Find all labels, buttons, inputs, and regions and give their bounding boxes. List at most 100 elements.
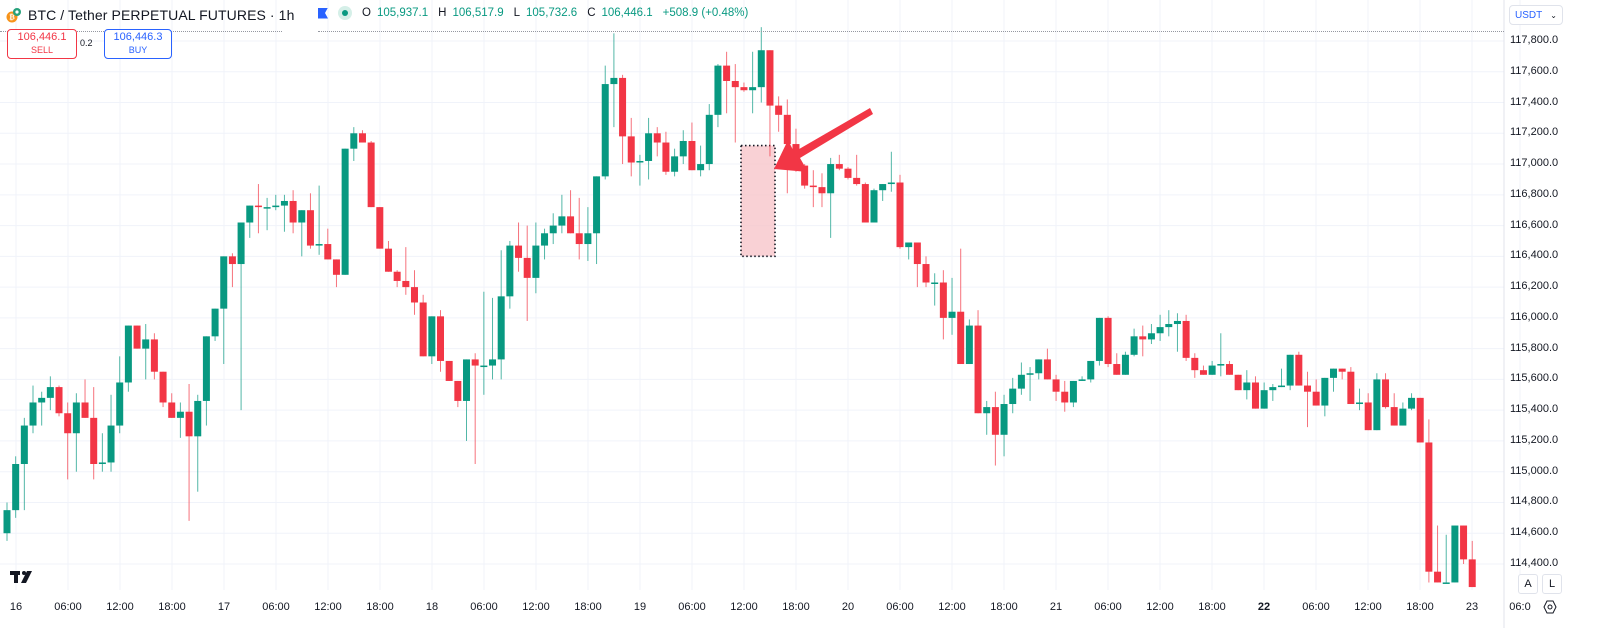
candle-body	[1373, 379, 1381, 431]
candle-body	[480, 365, 488, 368]
high-value: 106,517.9	[452, 7, 504, 19]
candle-body	[506, 245, 514, 297]
candle-body	[254, 205, 262, 208]
candle-body	[584, 233, 592, 245]
candle-body	[1069, 380, 1077, 403]
low-value: 105,732.6	[526, 7, 578, 19]
candle-body	[289, 200, 297, 223]
candle-body	[272, 205, 280, 208]
sell-button[interactable]: 106,446.1 SELL	[7, 29, 77, 59]
time-tick-label: 18:00	[366, 601, 394, 613]
close-value: 106,446.1	[601, 7, 653, 19]
candle-body	[81, 402, 89, 418]
time-tick-label: 17	[217, 601, 231, 613]
time-tick-label: 20	[841, 601, 855, 613]
highlight-box[interactable]	[740, 144, 776, 258]
candle-body	[211, 308, 219, 337]
candle-body	[376, 207, 384, 249]
candle-body	[55, 387, 63, 414]
currency-select[interactable]: USDT ⌄	[1509, 5, 1563, 25]
candle-body	[98, 462, 106, 465]
flag-icon[interactable]	[318, 7, 328, 19]
high-label: H	[438, 7, 447, 19]
price-tick-label: 116,200.0	[1510, 280, 1559, 293]
auto-scale-button[interactable]: A	[1518, 574, 1538, 594]
candle-body	[142, 339, 150, 349]
candle-body	[489, 359, 497, 366]
candle-body	[1061, 391, 1069, 403]
price-tick-label: 115,200.0	[1510, 433, 1559, 446]
candle-body	[168, 402, 176, 418]
candle-body	[879, 184, 887, 191]
settings-gear-icon[interactable]	[1542, 599, 1558, 615]
candle-body	[133, 325, 141, 349]
candle-body	[1390, 407, 1398, 426]
candle-body	[731, 80, 739, 88]
candle-body	[107, 425, 115, 463]
candle-body	[410, 287, 418, 303]
buy-price: 106,446.3	[113, 31, 163, 43]
candle-body	[645, 133, 653, 161]
time-tick-label: 06:00	[262, 601, 290, 613]
candle-body	[688, 140, 696, 171]
candle-body	[1052, 379, 1060, 392]
symbol-title[interactable]: BTC / Tether PERPETUAL FUTURES · 1h	[28, 7, 295, 23]
candle-body	[1277, 385, 1285, 388]
candle-body	[601, 84, 609, 177]
candle-body	[150, 339, 158, 372]
candle-body	[1113, 364, 1121, 375]
time-tick-label: 12:00	[938, 601, 966, 613]
candle-body	[1217, 364, 1225, 366]
arrow-annotation[interactable]	[774, 108, 873, 172]
candle-body	[931, 282, 939, 284]
buy-label: BUY	[128, 45, 148, 55]
symbol-header[interactable]: ₿ BTC / Tether PERPETUAL FUTURES · 1h	[6, 5, 294, 25]
price-tick-label: 114,400.0	[1510, 556, 1559, 569]
candle-body	[636, 160, 644, 163]
candle-body	[1182, 320, 1190, 358]
log-scale-button[interactable]: L	[1542, 574, 1562, 594]
candle-body	[541, 233, 549, 246]
candle-body	[1234, 374, 1242, 391]
candle-body	[827, 164, 835, 194]
price-tick-label: 117,600.0	[1510, 64, 1559, 77]
time-tick-label: 06:00	[678, 601, 706, 613]
candle-body	[202, 336, 210, 401]
candle-body	[471, 359, 479, 366]
price-tick-label: 116,400.0	[1510, 249, 1559, 262]
btc-coin-icon: ₿	[6, 7, 22, 23]
candle-body	[454, 380, 462, 401]
candle-body	[1087, 360, 1095, 380]
candle-body	[228, 256, 236, 265]
candle-body	[749, 87, 757, 91]
price-tick-label: 117,800.0	[1510, 34, 1559, 46]
time-tick-label: 06:00	[1094, 601, 1122, 613]
candle-body	[1347, 371, 1355, 405]
time-tick-label: 06:00	[54, 601, 82, 613]
candle-body	[1043, 359, 1051, 380]
candle-body	[419, 302, 427, 357]
time-tick-label: 06:00	[1302, 601, 1330, 613]
market-status-icon[interactable]	[338, 6, 352, 20]
buy-button[interactable]: 106,446.3 BUY	[104, 29, 172, 59]
candle-body	[1199, 370, 1207, 375]
candle-body	[1208, 365, 1216, 375]
price-tick-label: 114,600.0	[1510, 526, 1559, 539]
candle-body	[1017, 374, 1025, 389]
candle-body	[463, 359, 471, 401]
change-value: +508.9 (+0.48%)	[662, 7, 749, 19]
low-label: L	[513, 7, 521, 19]
candle-body	[1121, 354, 1129, 375]
candle-body	[1312, 391, 1320, 406]
candle-body	[913, 242, 921, 265]
tradingview-logo-icon[interactable]	[10, 570, 38, 589]
candle-body	[1260, 390, 1268, 409]
candle-body	[567, 216, 575, 234]
candle-body	[124, 325, 132, 383]
candle-body	[1173, 320, 1181, 325]
candle-body	[1078, 379, 1086, 381]
time-tick-label: 23	[1465, 601, 1479, 613]
price-tick-label: 117,000.0	[1510, 157, 1559, 170]
candle-body	[1156, 327, 1164, 334]
